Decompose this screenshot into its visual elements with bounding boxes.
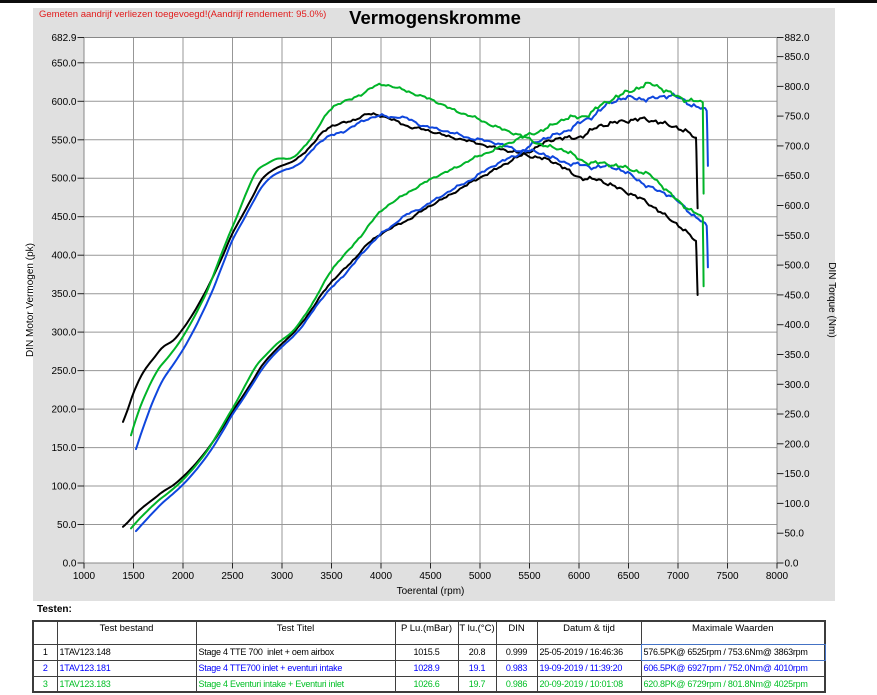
svg-text:550.0: 550.0	[785, 231, 810, 242]
svg-text:800.0: 800.0	[785, 82, 810, 93]
svg-text:100.0: 100.0	[51, 482, 76, 493]
svg-text:600.0: 600.0	[51, 97, 76, 108]
svg-text:550.0: 550.0	[51, 135, 76, 146]
svg-text:400.0: 400.0	[785, 320, 810, 331]
svg-text:650.0: 650.0	[51, 58, 76, 69]
svg-text:600.0: 600.0	[785, 201, 810, 212]
svg-text:8000: 8000	[766, 571, 789, 582]
svg-text:2500: 2500	[221, 571, 244, 582]
svg-text:400.0: 400.0	[51, 251, 76, 262]
svg-text:450.0: 450.0	[785, 290, 810, 301]
svg-text:500.0: 500.0	[785, 261, 810, 272]
svg-text:7500: 7500	[716, 571, 739, 582]
svg-text:50.0: 50.0	[57, 520, 77, 531]
svg-text:0.0: 0.0	[785, 559, 799, 570]
svg-text:750.0: 750.0	[785, 112, 810, 123]
svg-text:350.0: 350.0	[51, 289, 76, 300]
svg-text:6000: 6000	[568, 571, 591, 582]
svg-text:200.0: 200.0	[51, 405, 76, 416]
svg-text:700.0: 700.0	[785, 141, 810, 152]
svg-text:150.0: 150.0	[785, 469, 810, 480]
svg-text:1500: 1500	[122, 571, 145, 582]
svg-text:650.0: 650.0	[785, 171, 810, 182]
svg-text:4000: 4000	[370, 571, 393, 582]
svg-text:Toerental (rpm): Toerental (rpm)	[397, 586, 465, 597]
svg-text:5000: 5000	[469, 571, 492, 582]
svg-text:500.0: 500.0	[51, 174, 76, 185]
svg-text:250.0: 250.0	[785, 410, 810, 421]
svg-text:150.0: 150.0	[51, 443, 76, 454]
svg-text:DIN Torque (Nm): DIN Torque (Nm)	[826, 262, 837, 337]
svg-text:682.9: 682.9	[51, 33, 76, 44]
svg-text:100.0: 100.0	[785, 499, 810, 510]
svg-text:350.0: 350.0	[785, 350, 810, 361]
svg-text:7000: 7000	[667, 571, 690, 582]
svg-text:3000: 3000	[271, 571, 294, 582]
svg-text:2000: 2000	[172, 571, 195, 582]
svg-text:5500: 5500	[518, 571, 541, 582]
svg-text:882.0: 882.0	[785, 33, 810, 44]
svg-text:6500: 6500	[617, 571, 640, 582]
svg-text:250.0: 250.0	[51, 366, 76, 377]
svg-text:300.0: 300.0	[51, 328, 76, 339]
svg-text:3500: 3500	[320, 571, 343, 582]
svg-text:450.0: 450.0	[51, 212, 76, 223]
svg-text:300.0: 300.0	[785, 380, 810, 391]
svg-text:DIN Motor Vermogen (pk): DIN Motor Vermogen (pk)	[25, 243, 36, 357]
svg-text:1000: 1000	[73, 571, 96, 582]
svg-text:4500: 4500	[419, 571, 442, 582]
svg-text:200.0: 200.0	[785, 439, 810, 450]
svg-text:0.0: 0.0	[63, 559, 77, 570]
svg-text:50.0: 50.0	[785, 529, 805, 540]
svg-text:850.0: 850.0	[785, 52, 810, 63]
